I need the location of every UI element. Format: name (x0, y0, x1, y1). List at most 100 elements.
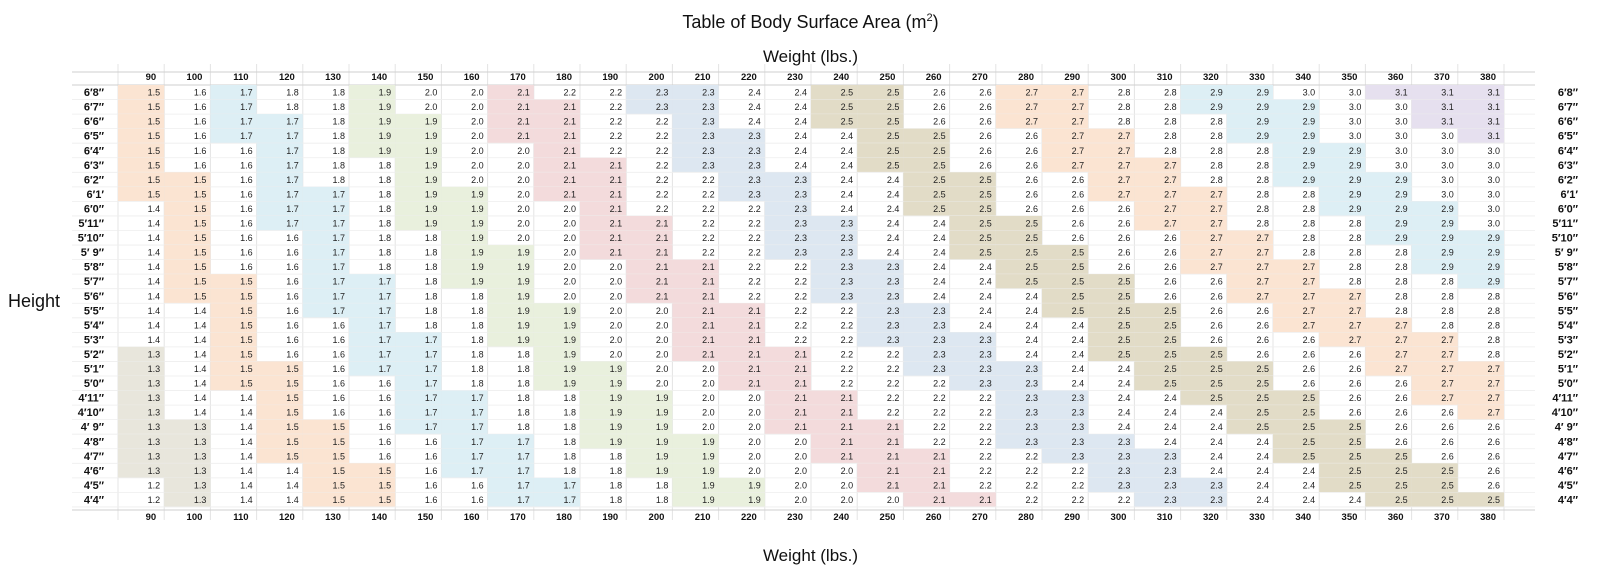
cell-value: 2.7 (1349, 306, 1362, 316)
cell-value: 1.9 (379, 146, 392, 156)
cell-value: 2.0 (517, 175, 530, 185)
cell-bg (857, 99, 904, 115)
cell-bg (1088, 434, 1135, 449)
cell-value: 2.3 (1072, 422, 1085, 432)
cell-value: 2.5 (1349, 480, 1362, 490)
height-label-right: 4′ 9″ (1555, 422, 1579, 434)
cell-value: 1.9 (425, 131, 438, 141)
cell-bg (1411, 492, 1458, 507)
cell-value: 2.0 (471, 88, 484, 98)
cell-value: 2.5 (1072, 262, 1085, 272)
cell-value: 1.6 (194, 131, 207, 141)
height-label-left: 6′4″ (84, 145, 105, 157)
cell-value: 1.8 (563, 437, 576, 447)
cell-bg (1365, 215, 1412, 231)
cell-value: 2.4 (1072, 320, 1085, 330)
cell-value: 2.5 (1349, 437, 1362, 447)
cell-bg (256, 405, 303, 420)
cell-bg (164, 463, 211, 478)
cell-bg (395, 376, 442, 391)
cell-value: 1.9 (517, 248, 530, 258)
cell-bg (857, 274, 904, 289)
cell-value: 2.4 (1256, 495, 1269, 505)
weight-tick-bottom: 150 (418, 512, 434, 523)
cell-bg (164, 230, 211, 246)
weight-tick-top: 160 (464, 72, 480, 83)
cell-bg (487, 477, 534, 493)
height-label-left: 6′8″ (84, 87, 105, 99)
cell-value: 2.2 (841, 335, 854, 345)
cell-value: 2.9 (1441, 248, 1454, 258)
cell-value: 1.6 (379, 379, 392, 389)
cell-bg (718, 172, 765, 187)
cell-value: 2.6 (1349, 408, 1362, 418)
cell-value: 3.0 (1487, 160, 1500, 170)
cell-value: 2.5 (1303, 437, 1316, 447)
cell-value: 2.2 (933, 422, 946, 432)
cell-value: 1.8 (610, 466, 623, 476)
cell-bg (164, 288, 211, 304)
cell-value: 2.9 (1441, 262, 1454, 272)
cell-value: 2.0 (748, 393, 761, 403)
cell-value: 2.3 (979, 364, 992, 374)
cell-bg (1134, 376, 1181, 391)
cell-value: 1.9 (471, 204, 484, 214)
cell-value: 2.9 (1256, 88, 1269, 98)
cell-bg (118, 157, 165, 173)
cell-value: 1.4 (148, 204, 161, 214)
cell-value: 2.0 (794, 480, 807, 490)
cell-value: 1.5 (286, 408, 299, 418)
cell-value: 2.8 (1349, 219, 1362, 229)
cell-value: 2.0 (471, 102, 484, 112)
cell-bg (811, 419, 858, 435)
cell-bg (1411, 346, 1458, 362)
cell-value: 1.9 (702, 495, 715, 505)
cell-bg (811, 245, 858, 260)
cell-value: 1.5 (379, 495, 392, 505)
cell-bg (1226, 99, 1273, 115)
cell-bg (1134, 201, 1181, 216)
cell-bg (256, 172, 303, 187)
height-label-right: 6′1′ (1560, 189, 1578, 201)
cell-value: 2.1 (748, 379, 761, 389)
height-label-right: 6′2″ (1558, 174, 1579, 186)
cell-bg (718, 477, 765, 493)
cell-value: 2.5 (887, 117, 900, 127)
cell-value: 1.6 (240, 262, 253, 272)
cell-value: 1.8 (471, 291, 484, 301)
cell-bg (302, 419, 349, 435)
cell-bg (857, 143, 904, 158)
cell-value: 2.4 (841, 146, 854, 156)
cell-bg (857, 259, 904, 275)
cell-bg (302, 477, 349, 493)
cell-value: 1.8 (286, 102, 299, 112)
cell-value: 2.2 (1072, 466, 1085, 476)
cell-bg (672, 259, 719, 275)
cell-bg (256, 143, 303, 158)
cell-value: 2.8 (1303, 204, 1316, 214)
cell-value: 2.5 (1164, 335, 1177, 345)
cell-bg (1042, 157, 1089, 173)
cell-value: 2.7 (1256, 277, 1269, 287)
cell-value: 1.7 (471, 393, 484, 403)
cell-value: 2.3 (1164, 451, 1177, 461)
cell-value: 1.5 (240, 349, 253, 359)
cell-value: 2.1 (517, 117, 530, 127)
cell-value: 1.8 (379, 262, 392, 272)
cell-bg (533, 157, 580, 173)
cell-bg (1411, 361, 1458, 376)
cell-value: 1.5 (194, 291, 207, 301)
cell-value: 2.3 (748, 160, 761, 170)
weight-tick-bottom: 100 (187, 512, 203, 523)
cell-bg (302, 492, 349, 507)
cell-value: 3.0 (1349, 88, 1362, 98)
cell-bg (533, 303, 580, 318)
cell-bg (487, 85, 534, 100)
cell-value: 2.8 (1210, 117, 1223, 127)
cell-value: 2.6 (933, 88, 946, 98)
cell-value: 2.4 (887, 175, 900, 185)
cell-bg (995, 376, 1042, 391)
cell-value: 1.6 (286, 320, 299, 330)
cell-value: 1.4 (240, 466, 253, 476)
cell-bg (1411, 390, 1458, 406)
